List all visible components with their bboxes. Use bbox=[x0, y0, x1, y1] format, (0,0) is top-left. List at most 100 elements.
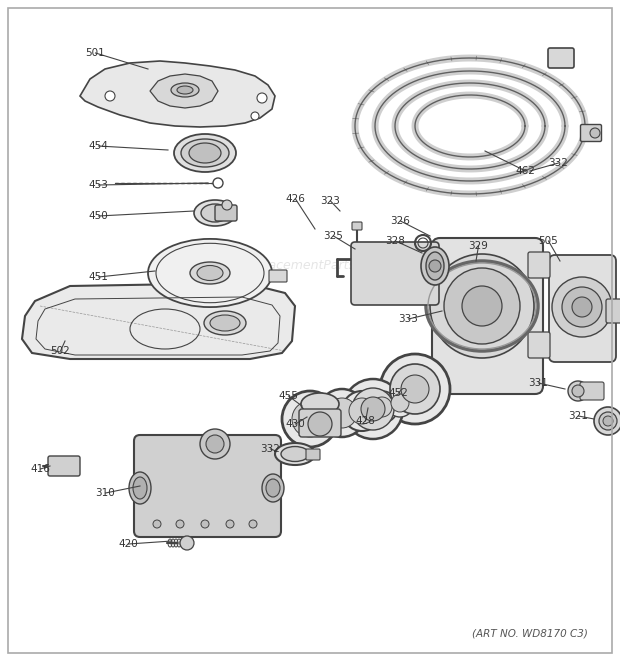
Polygon shape bbox=[80, 61, 275, 127]
Text: 453: 453 bbox=[88, 180, 108, 190]
FancyBboxPatch shape bbox=[549, 255, 616, 362]
Circle shape bbox=[552, 277, 612, 337]
Ellipse shape bbox=[174, 134, 236, 172]
FancyBboxPatch shape bbox=[299, 409, 341, 437]
FancyBboxPatch shape bbox=[215, 205, 237, 221]
Circle shape bbox=[176, 520, 184, 528]
Circle shape bbox=[391, 394, 409, 412]
Text: 462: 462 bbox=[515, 166, 535, 176]
Text: (ART NO. WD8170 C3): (ART NO. WD8170 C3) bbox=[472, 628, 588, 638]
Polygon shape bbox=[22, 283, 295, 359]
Ellipse shape bbox=[148, 239, 272, 307]
Circle shape bbox=[594, 407, 620, 435]
Circle shape bbox=[361, 397, 385, 421]
Text: 502: 502 bbox=[50, 346, 69, 356]
Circle shape bbox=[257, 93, 267, 103]
Text: 329: 329 bbox=[468, 241, 488, 251]
FancyBboxPatch shape bbox=[528, 332, 550, 358]
FancyBboxPatch shape bbox=[432, 238, 543, 394]
Circle shape bbox=[572, 297, 592, 317]
Ellipse shape bbox=[421, 247, 449, 285]
Circle shape bbox=[292, 401, 328, 437]
Text: 310: 310 bbox=[95, 488, 115, 498]
Ellipse shape bbox=[201, 204, 229, 222]
Circle shape bbox=[590, 128, 600, 138]
Text: 452: 452 bbox=[388, 388, 408, 398]
Circle shape bbox=[180, 536, 194, 550]
Circle shape bbox=[201, 520, 209, 528]
Circle shape bbox=[200, 429, 230, 459]
Circle shape bbox=[308, 412, 332, 436]
Circle shape bbox=[366, 391, 398, 423]
Circle shape bbox=[429, 260, 441, 272]
Circle shape bbox=[105, 91, 115, 101]
Ellipse shape bbox=[194, 200, 236, 226]
Ellipse shape bbox=[301, 393, 339, 415]
Text: 328: 328 bbox=[385, 236, 405, 246]
Text: eReplacementParts.com: eReplacementParts.com bbox=[234, 260, 386, 272]
Ellipse shape bbox=[204, 311, 246, 335]
FancyBboxPatch shape bbox=[306, 449, 320, 460]
Text: 428: 428 bbox=[355, 416, 375, 426]
Ellipse shape bbox=[189, 143, 221, 163]
Ellipse shape bbox=[177, 86, 193, 94]
Circle shape bbox=[352, 388, 394, 430]
Text: 451: 451 bbox=[88, 272, 108, 282]
Text: 430: 430 bbox=[285, 419, 305, 429]
Ellipse shape bbox=[266, 479, 280, 497]
Circle shape bbox=[562, 287, 602, 327]
Circle shape bbox=[444, 268, 520, 344]
Ellipse shape bbox=[190, 262, 230, 284]
Circle shape bbox=[153, 520, 161, 528]
FancyBboxPatch shape bbox=[548, 48, 574, 68]
Text: 326: 326 bbox=[390, 216, 410, 226]
Circle shape bbox=[318, 389, 366, 437]
Text: 321: 321 bbox=[568, 411, 588, 421]
Circle shape bbox=[213, 178, 223, 188]
Ellipse shape bbox=[262, 474, 284, 502]
FancyBboxPatch shape bbox=[134, 435, 281, 537]
FancyBboxPatch shape bbox=[606, 299, 620, 323]
Text: 332: 332 bbox=[548, 158, 568, 168]
Circle shape bbox=[380, 354, 450, 424]
Circle shape bbox=[390, 364, 440, 414]
Circle shape bbox=[342, 391, 382, 431]
Circle shape bbox=[599, 412, 617, 430]
Ellipse shape bbox=[171, 83, 199, 97]
Circle shape bbox=[349, 398, 375, 424]
FancyBboxPatch shape bbox=[351, 242, 439, 305]
Ellipse shape bbox=[275, 443, 315, 465]
Polygon shape bbox=[150, 74, 218, 108]
FancyBboxPatch shape bbox=[48, 456, 80, 476]
Ellipse shape bbox=[210, 315, 240, 331]
Ellipse shape bbox=[197, 266, 223, 280]
Circle shape bbox=[372, 397, 392, 417]
Circle shape bbox=[343, 379, 403, 439]
Circle shape bbox=[222, 200, 232, 210]
FancyBboxPatch shape bbox=[580, 382, 604, 400]
Text: 454: 454 bbox=[88, 141, 108, 151]
FancyBboxPatch shape bbox=[580, 124, 601, 141]
Circle shape bbox=[327, 398, 357, 428]
Circle shape bbox=[226, 520, 234, 528]
Circle shape bbox=[572, 385, 584, 397]
Circle shape bbox=[386, 389, 414, 417]
Text: 323: 323 bbox=[320, 196, 340, 206]
Text: 505: 505 bbox=[538, 236, 558, 246]
Text: 333: 333 bbox=[398, 314, 418, 324]
Text: 420: 420 bbox=[118, 539, 138, 549]
Text: 455: 455 bbox=[278, 391, 298, 401]
Text: 332: 332 bbox=[260, 444, 280, 454]
Circle shape bbox=[249, 520, 257, 528]
Ellipse shape bbox=[281, 446, 309, 461]
FancyBboxPatch shape bbox=[528, 252, 550, 278]
Circle shape bbox=[462, 286, 502, 326]
FancyBboxPatch shape bbox=[269, 270, 287, 282]
Circle shape bbox=[430, 254, 534, 358]
Text: 331: 331 bbox=[528, 378, 548, 388]
Ellipse shape bbox=[426, 252, 444, 280]
Text: 501: 501 bbox=[85, 48, 105, 58]
Circle shape bbox=[401, 375, 429, 403]
Text: 426: 426 bbox=[285, 194, 305, 204]
Circle shape bbox=[282, 391, 338, 447]
